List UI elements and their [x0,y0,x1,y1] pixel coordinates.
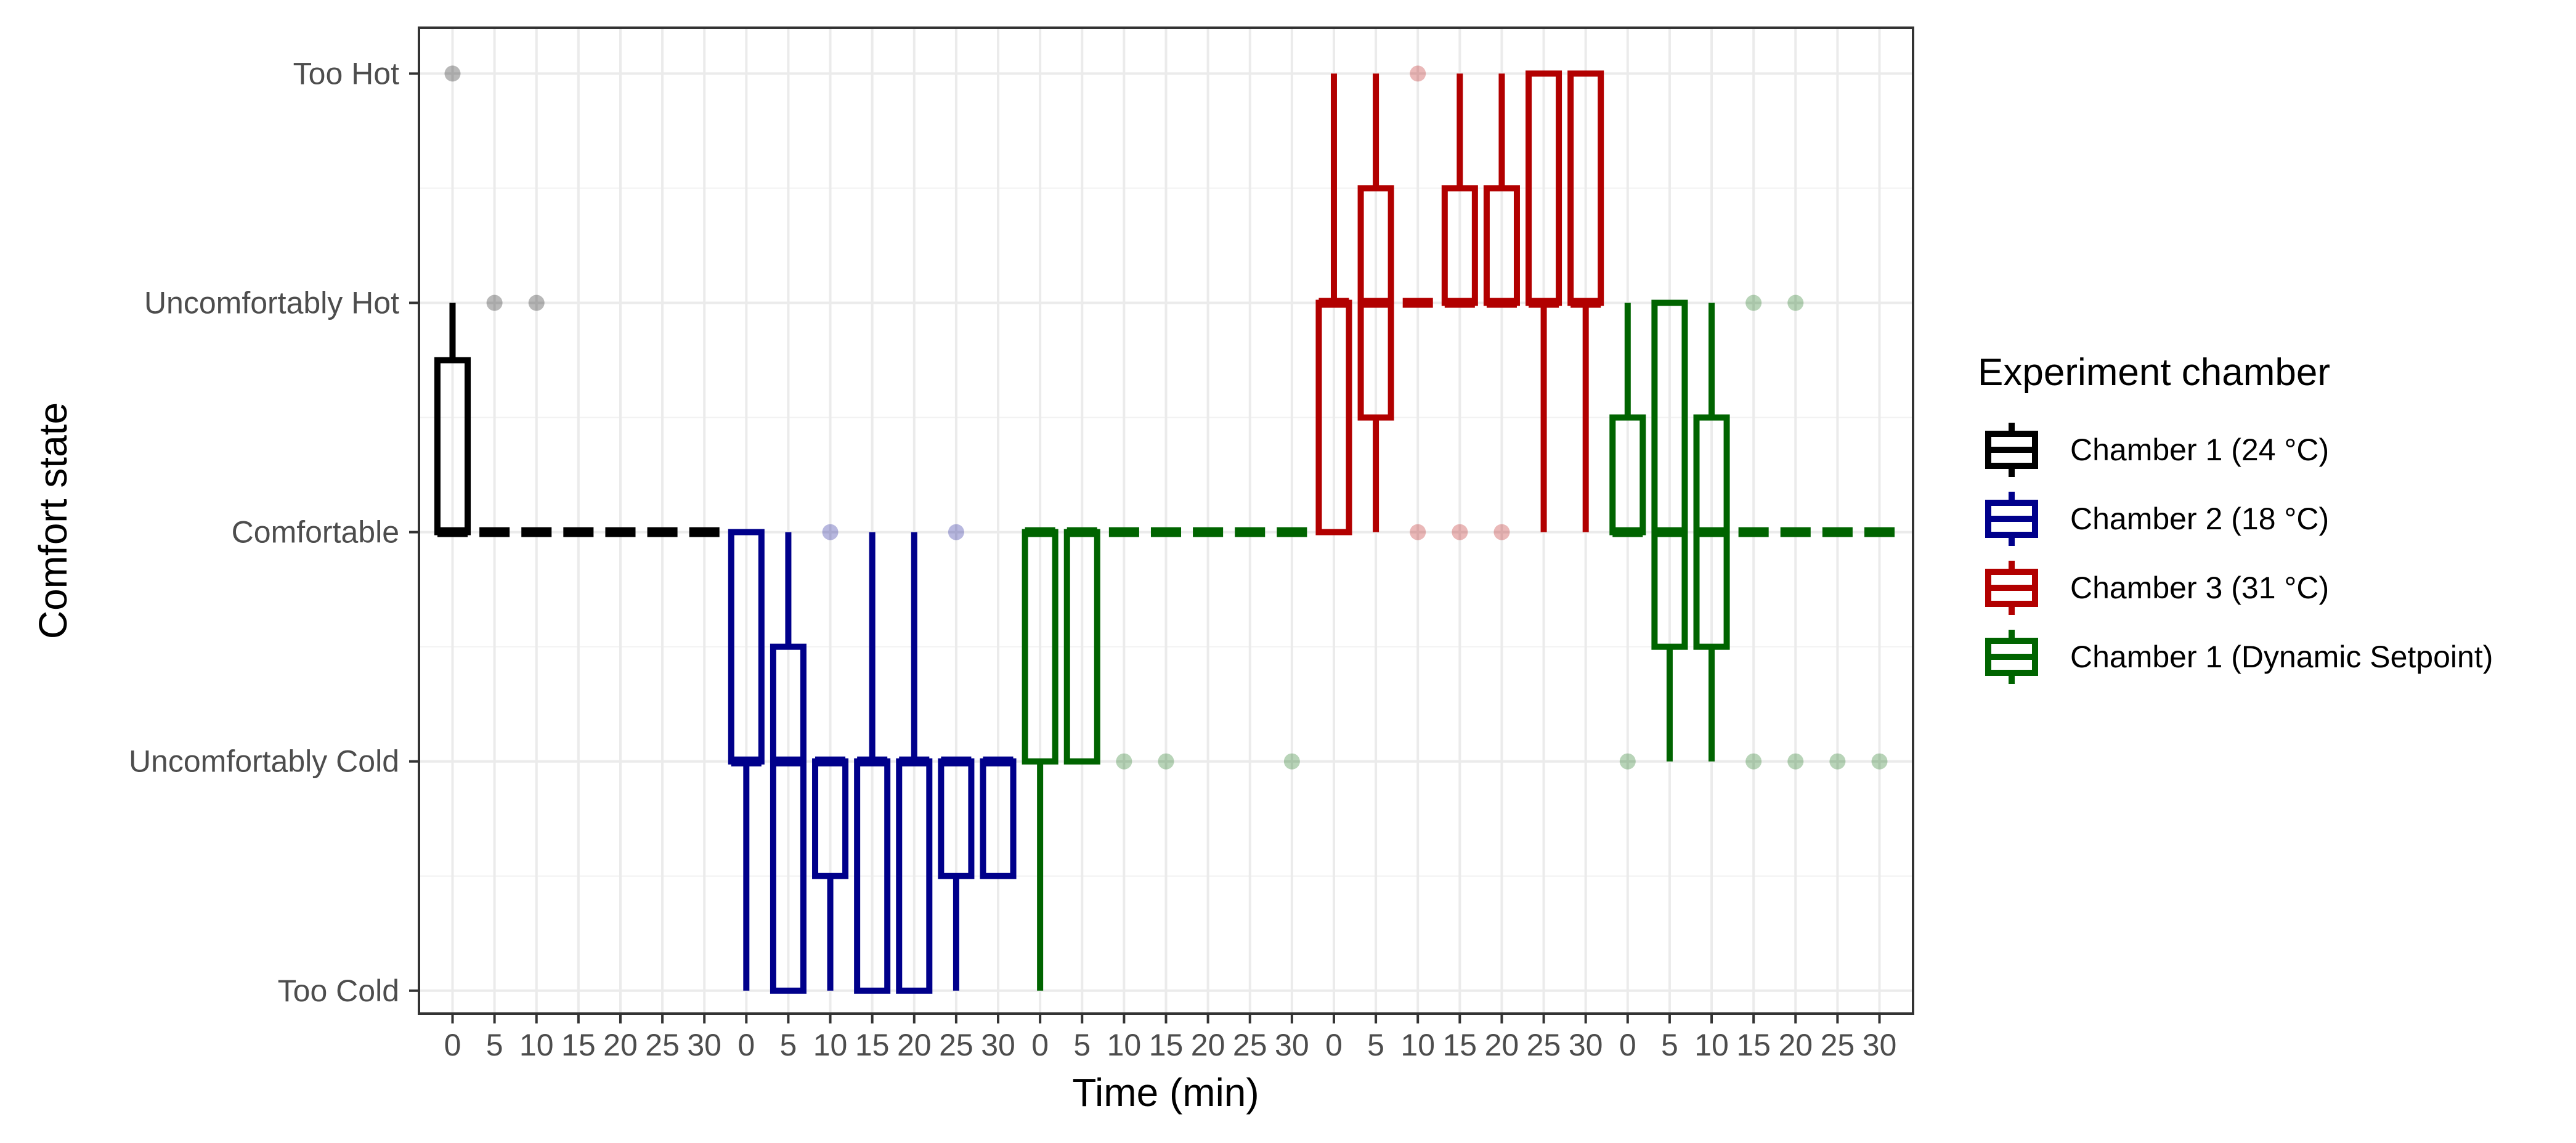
legend-label: Chamber 1 (24 °C) [2070,433,2329,467]
box [812,758,849,879]
outlier-point [822,524,839,540]
outlier-point [1452,524,1468,540]
y-tick-label: Too Cold [278,974,399,1008]
x-tick-label: 25 [939,1028,973,1062]
box [980,758,1017,879]
y-axis: Too Cold Uncomfortably Cold Comfortable Unc… [129,56,419,1008]
box [938,758,975,879]
legend-items: Chamber 1 (24 °C) Chamber 2 (18 °C) Chambe… [1985,423,2493,684]
x-tick-label: 25 [645,1028,680,1062]
legend-item: Chamber 3 (31 °C) [1985,561,2329,615]
x-tick-label: 20 [603,1028,638,1062]
x-tick-label: 5 [1367,1028,1384,1062]
x-tick-label: 30 [687,1028,721,1062]
outlier-point [1410,65,1426,82]
legend-label: Chamber 2 (18 °C) [2070,502,2329,536]
outlier-point [1619,753,1636,770]
box [854,758,891,994]
outlier-point [528,295,545,311]
x-tick-label: 10 [1400,1028,1435,1062]
box [1526,70,1562,306]
x-tick-label: 15 [1149,1028,1184,1062]
y-tick-label: Too Hot [293,56,399,91]
y-axis-title: Comfort state [31,402,75,639]
series-1 [728,524,1017,994]
legend-item: Chamber 1 (Dynamic Setpoint) [1985,630,2493,684]
x-tick-label: 30 [1569,1028,1603,1062]
series-2 [1022,527,1307,991]
outlier-point [1283,753,1300,770]
box [1483,185,1520,306]
outlier-point [1493,524,1510,540]
x-tick-label: 30 [981,1028,1015,1062]
box [896,758,933,994]
outlier-point [1745,295,1762,311]
x-tick-label: 20 [897,1028,932,1062]
x-tick-label: 30 [1863,1028,1897,1062]
x-tick-label: 25 [1527,1028,1561,1062]
x-axis-title: Time (min) [1072,1070,1259,1115]
x-tick-label: 10 [1107,1028,1142,1062]
outlier-point [1871,753,1888,770]
x-tick-label: 20 [1191,1028,1225,1062]
x-tick-label: 10 [1694,1028,1729,1062]
box [1022,529,1058,765]
series-4 [1609,295,1895,770]
legend: Experiment chamber Chamber 1 (24 °C)Cham… [1978,351,2493,684]
x-tick-label: 15 [561,1028,596,1062]
box [1609,414,1646,535]
x-tick-label: 25 [1233,1028,1267,1062]
box [1441,185,1478,306]
series-3 [1315,65,1604,540]
grid-layer [419,28,1913,1014]
outlier-point [1745,753,1762,770]
x-tick-label: 10 [519,1028,554,1062]
x-tick-label: 30 [1275,1028,1309,1062]
x-tick-label: 5 [486,1028,503,1062]
x-tick-label: 20 [1778,1028,1813,1062]
outlier-point [1787,295,1804,311]
y-tick-label: Comfortable [232,515,399,550]
x-axis: 0 5 10 15 20 25 30 0 5 10 15 20 25 30 0 5 10 15 20 25 30 0 5 10… [444,1014,1897,1062]
legend-label: Chamber 1 (Dynamic Setpoint) [2070,640,2493,674]
outlier-point [444,65,461,82]
x-tick-label: 20 [1485,1028,1519,1062]
outlier-point [486,295,503,311]
x-tick-label: 0 [1325,1028,1343,1062]
outlier-point [1158,753,1174,770]
outlier-point [1787,753,1804,770]
legend-title: Experiment chamber [1978,351,2330,394]
x-tick-label: 0 [1619,1028,1636,1062]
outlier-point [1829,753,1846,770]
x-tick-label: 0 [1031,1028,1049,1062]
x-tick-label: 5 [1661,1028,1678,1062]
box [1651,299,1688,650]
box [434,357,471,535]
x-tick-label: 15 [1736,1028,1771,1062]
marks-layer [434,65,1895,994]
legend-item: Chamber 1 (24 °C) [1985,423,2329,477]
legend-item: Chamber 2 (18 °C) [1985,492,2329,546]
x-tick-label: 0 [444,1028,461,1062]
box [1567,70,1604,306]
x-tick-label: 5 [1073,1028,1091,1062]
y-tick-label: Uncomfortably Hot [144,286,399,320]
outlier-point [1410,524,1426,540]
outlier-point [1116,753,1132,770]
series-0 [434,65,720,537]
y-tick-label: Uncomfortably Cold [129,744,399,779]
x-tick-label: 10 [813,1028,848,1062]
legend-label: Chamber 3 (31 °C) [2070,571,2329,605]
x-tick-label: 5 [780,1028,797,1062]
box [1315,299,1352,535]
outlier-point [948,524,964,540]
box [728,529,765,765]
x-tick-label: 15 [855,1028,890,1062]
x-tick-label: 15 [1443,1028,1477,1062]
x-tick-label: 25 [1821,1028,1855,1062]
box [770,643,807,994]
x-tick-label: 0 [737,1028,755,1062]
box [1063,529,1100,765]
